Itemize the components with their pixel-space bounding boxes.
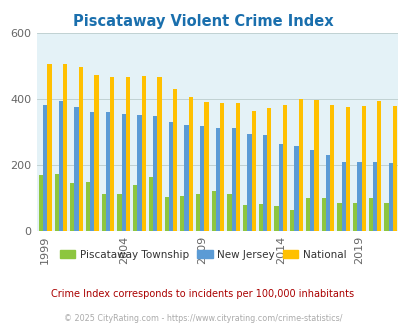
Bar bbox=[337, 203, 341, 231]
Bar bbox=[153, 115, 157, 231]
Bar bbox=[309, 150, 313, 231]
Bar bbox=[392, 106, 396, 231]
Bar bbox=[106, 112, 110, 231]
Bar bbox=[54, 174, 59, 231]
Bar bbox=[329, 105, 333, 231]
Bar bbox=[110, 77, 114, 231]
Bar bbox=[94, 75, 98, 231]
Bar bbox=[388, 163, 392, 231]
Bar bbox=[262, 135, 266, 231]
Bar bbox=[90, 112, 94, 231]
Bar bbox=[305, 198, 309, 231]
Bar bbox=[372, 162, 376, 231]
Bar bbox=[79, 67, 83, 231]
Bar bbox=[298, 99, 302, 231]
Bar bbox=[157, 77, 161, 231]
Bar bbox=[294, 146, 298, 231]
Bar bbox=[356, 162, 360, 231]
Bar bbox=[282, 105, 286, 231]
Bar bbox=[220, 103, 224, 231]
Bar bbox=[258, 204, 262, 231]
Bar bbox=[368, 198, 372, 231]
Bar bbox=[188, 97, 192, 231]
Bar bbox=[211, 191, 215, 231]
Text: Piscataway Violent Crime Index: Piscataway Violent Crime Index bbox=[72, 14, 333, 29]
Bar bbox=[341, 162, 345, 231]
Bar bbox=[74, 107, 79, 231]
Bar bbox=[86, 182, 90, 231]
Bar bbox=[63, 64, 67, 231]
Bar bbox=[70, 183, 74, 231]
Bar bbox=[215, 128, 220, 231]
Bar bbox=[122, 114, 126, 231]
Legend: Piscataway Township, New Jersey, National: Piscataway Township, New Jersey, Nationa… bbox=[55, 246, 350, 264]
Bar bbox=[325, 155, 329, 231]
Bar bbox=[101, 194, 106, 231]
Bar bbox=[173, 89, 177, 231]
Text: Crime Index corresponds to incidents per 100,000 inhabitants: Crime Index corresponds to incidents per… bbox=[51, 289, 354, 299]
Bar bbox=[39, 175, 43, 231]
Bar bbox=[290, 210, 294, 231]
Bar bbox=[141, 76, 145, 231]
Bar bbox=[384, 203, 388, 231]
Bar bbox=[180, 196, 184, 231]
Bar bbox=[196, 194, 200, 231]
Bar bbox=[321, 198, 325, 231]
Bar bbox=[148, 177, 153, 231]
Bar bbox=[235, 103, 239, 231]
Bar bbox=[313, 100, 318, 231]
Bar bbox=[360, 106, 365, 231]
Bar bbox=[247, 134, 251, 231]
Bar bbox=[133, 185, 137, 231]
Bar bbox=[168, 122, 173, 231]
Bar bbox=[345, 107, 349, 231]
Bar bbox=[117, 194, 121, 231]
Bar bbox=[59, 101, 63, 231]
Bar bbox=[243, 205, 247, 231]
Bar bbox=[251, 111, 255, 231]
Bar bbox=[278, 144, 282, 231]
Bar bbox=[227, 194, 231, 231]
Bar bbox=[204, 102, 208, 231]
Bar bbox=[200, 126, 204, 231]
Bar bbox=[43, 105, 47, 231]
Bar bbox=[274, 206, 278, 231]
Text: © 2025 CityRating.com - https://www.cityrating.com/crime-statistics/: © 2025 CityRating.com - https://www.city… bbox=[64, 314, 341, 323]
Bar bbox=[231, 128, 235, 231]
Bar bbox=[137, 115, 141, 231]
Bar bbox=[266, 108, 271, 231]
Bar bbox=[376, 101, 381, 231]
Bar bbox=[164, 197, 168, 231]
Bar bbox=[184, 125, 188, 231]
Bar bbox=[47, 64, 51, 231]
Bar bbox=[352, 203, 356, 231]
Bar bbox=[126, 77, 130, 231]
